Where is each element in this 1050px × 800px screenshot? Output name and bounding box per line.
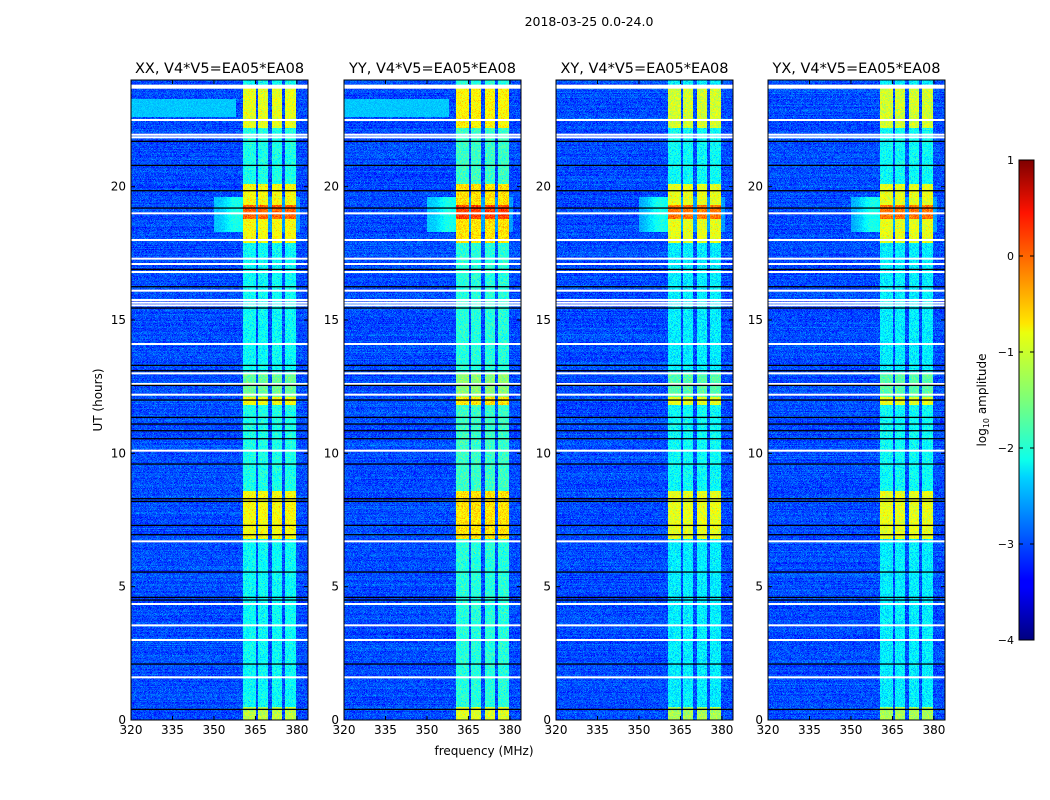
x-tick-label: 320 — [545, 723, 568, 737]
x-tick-label: 320 — [120, 723, 143, 737]
x-tick-label: 350 — [628, 723, 651, 737]
colorbar-tick-label: −1 — [998, 346, 1014, 359]
y-tick-label: 15 — [748, 313, 763, 327]
x-tick-label: 380 — [285, 723, 308, 737]
y-tick-label: 15 — [324, 313, 339, 327]
panel-title: YX, V4*V5=EA05*EA08 — [771, 61, 940, 77]
colorbar: log10 amplitude 1 0 −1 −2 −3 −4 — [975, 154, 1035, 647]
y-tick-label: 0 — [755, 713, 763, 727]
x-tick-label: 365 — [669, 723, 692, 737]
colorbar-gradient — [1018, 159, 1035, 641]
waterfall-xx — [131, 80, 308, 720]
y-tick-label: 5 — [543, 580, 551, 594]
x-tick-label: 365 — [881, 723, 904, 737]
waterfall-yy — [344, 80, 521, 720]
colorbar-tick-label: −4 — [998, 634, 1014, 647]
y-tick-label: 10 — [324, 446, 339, 460]
y-tick-label: 0 — [543, 713, 551, 727]
y-tick-label: 15 — [536, 313, 551, 327]
y-tick-label: 5 — [755, 580, 763, 594]
y-tick-label: 15 — [111, 313, 126, 327]
x-tick-label: 365 — [244, 723, 267, 737]
y-tick-label: 10 — [111, 446, 126, 460]
y-tick-label: 20 — [748, 180, 763, 194]
colorbar-tick-label: −3 — [998, 538, 1014, 551]
y-tick-label: 5 — [331, 580, 339, 594]
y-tick-label: 0 — [331, 713, 339, 727]
panel-frame — [343, 79, 522, 721]
x-tick-label: 320 — [757, 723, 780, 737]
y-tick-label: 5 — [118, 580, 126, 594]
panel-title: YY, V4*V5=EA05*EA08 — [348, 61, 516, 77]
x-tick-label: 320 — [333, 723, 356, 737]
panel-frame — [767, 79, 946, 721]
x-tick-label: 335 — [374, 723, 397, 737]
colorbar-tick-label: −2 — [998, 442, 1014, 455]
x-tick-label: 380 — [498, 723, 521, 737]
figure-title: 2018-03-25 0.0-24.0 — [525, 14, 654, 29]
panel-title: XX, V4*V5=EA05*EA08 — [135, 61, 304, 77]
y-tick-label: 10 — [536, 446, 551, 460]
colorbar-tick-label: 0 — [1007, 250, 1014, 263]
panel-frame — [555, 79, 734, 721]
x-tick-label: 350 — [416, 723, 439, 737]
y-tick-label: 20 — [536, 180, 551, 194]
panel-title: XY, V4*V5=EA05*EA08 — [560, 61, 728, 77]
x-tick-label: 335 — [161, 723, 184, 737]
x-tick-label: 365 — [457, 723, 480, 737]
panel-frame — [130, 79, 309, 721]
x-tick-label: 380 — [922, 723, 945, 737]
y-tick-label: 10 — [748, 446, 763, 460]
colorbar-tick-label: 1 — [1007, 154, 1014, 167]
waterfall-yx — [768, 80, 945, 720]
x-tick-label: 380 — [710, 723, 733, 737]
y-axis-label: UT (hours) — [91, 368, 105, 431]
y-tick-label: 0 — [118, 713, 126, 727]
y-tick-label: 20 — [111, 180, 126, 194]
colorbar-label: log10 amplitude — [975, 354, 991, 447]
x-tick-label: 335 — [798, 723, 821, 737]
x-tick-label: 350 — [203, 723, 226, 737]
y-tick-label: 20 — [324, 180, 339, 194]
x-axis-label: frequency (MHz) — [434, 744, 533, 758]
x-tick-label: 350 — [840, 723, 863, 737]
waterfall-xy — [556, 80, 733, 720]
x-tick-label: 335 — [586, 723, 609, 737]
